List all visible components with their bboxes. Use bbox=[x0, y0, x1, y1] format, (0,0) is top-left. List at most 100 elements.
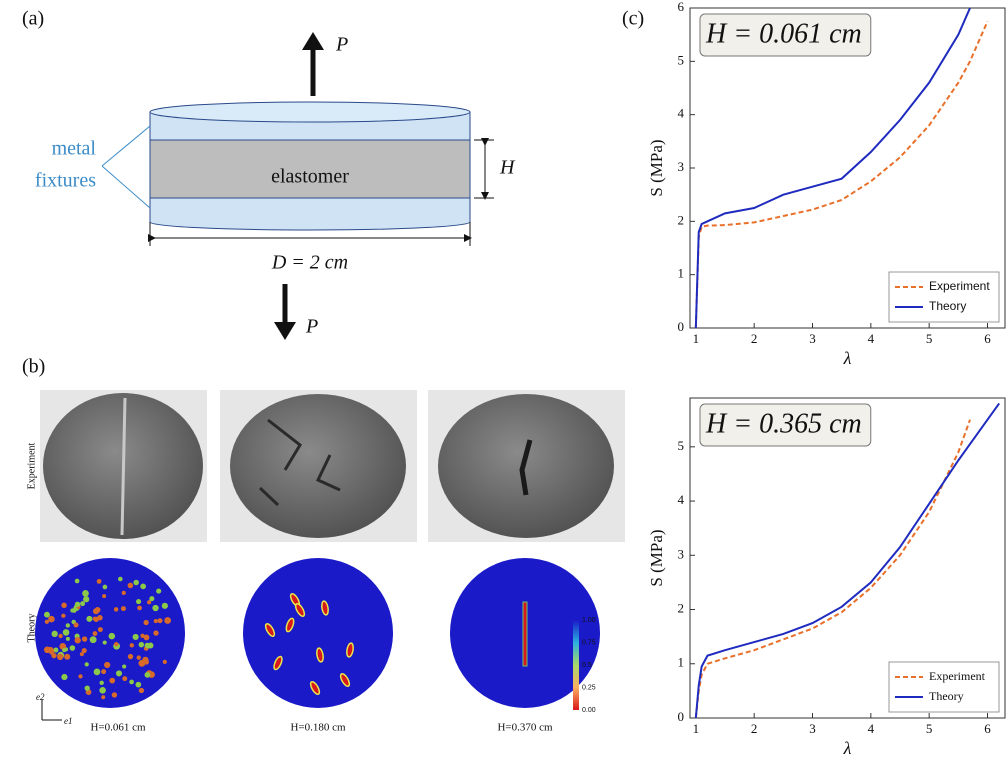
defect bbox=[129, 679, 134, 685]
defect bbox=[61, 613, 66, 618]
y-axis-label: S (MPa) bbox=[647, 139, 666, 196]
defect bbox=[83, 596, 90, 603]
defect bbox=[102, 594, 107, 599]
defect bbox=[51, 630, 58, 638]
defect bbox=[144, 672, 151, 678]
defect bbox=[162, 659, 167, 664]
series-line bbox=[694, 8, 971, 328]
defect bbox=[65, 636, 70, 641]
defect bbox=[115, 670, 123, 677]
colorbar-tick-label: 0.00 bbox=[582, 707, 596, 714]
defect bbox=[147, 600, 152, 605]
defect bbox=[93, 668, 101, 676]
defect bbox=[62, 648, 67, 653]
annotation-box bbox=[699, 403, 872, 447]
defect bbox=[102, 584, 108, 590]
panel-label: (a) bbox=[22, 8, 44, 30]
panel-label: (c) bbox=[622, 8, 644, 30]
defect bbox=[59, 642, 67, 650]
y-tick-label: 2 bbox=[678, 212, 685, 227]
caption: H=0.061 cm bbox=[90, 722, 146, 734]
series-line bbox=[694, 402, 1000, 718]
y-tick-label: 5 bbox=[678, 52, 685, 67]
x-tick-label: 3 bbox=[809, 331, 816, 346]
y-tick-label: 3 bbox=[678, 159, 685, 174]
y-axis-label: S (MPa) bbox=[647, 529, 666, 586]
defect bbox=[161, 602, 168, 609]
elastomer bbox=[149, 139, 471, 199]
caption: H=0.370 cm bbox=[497, 722, 553, 734]
x-tick-label: 2 bbox=[751, 721, 758, 736]
defect bbox=[144, 642, 150, 648]
defect bbox=[122, 676, 128, 682]
defect bbox=[136, 655, 141, 660]
defect bbox=[81, 647, 87, 654]
caption: H=0.180 cm bbox=[290, 722, 346, 734]
defect bbox=[57, 653, 64, 661]
y-tick-label: 0 bbox=[678, 319, 685, 334]
defect bbox=[101, 695, 106, 700]
y-tick-label: 1 bbox=[678, 266, 685, 281]
defect bbox=[149, 596, 155, 602]
defect bbox=[92, 608, 99, 615]
defect bbox=[101, 669, 107, 675]
arrow-head bbox=[302, 32, 324, 50]
defect bbox=[339, 673, 351, 687]
defect bbox=[321, 600, 329, 616]
defect bbox=[96, 578, 102, 584]
legend-box bbox=[888, 661, 1000, 713]
defect bbox=[138, 687, 145, 694]
defect bbox=[82, 589, 89, 597]
y-tick-label: 4 bbox=[678, 492, 685, 507]
defect bbox=[140, 633, 145, 638]
defect bbox=[81, 636, 88, 642]
y-tick-label: 3 bbox=[678, 546, 685, 561]
defect bbox=[138, 641, 145, 648]
defect bbox=[133, 579, 139, 586]
defect bbox=[102, 640, 107, 645]
defect bbox=[113, 607, 119, 612]
plot-frame bbox=[689, 397, 1006, 719]
defect bbox=[109, 677, 116, 684]
defect bbox=[285, 617, 295, 633]
defect bbox=[294, 603, 306, 617]
defect bbox=[97, 627, 103, 633]
defect bbox=[118, 576, 123, 582]
x-tick-label: 4 bbox=[868, 331, 875, 346]
defect bbox=[61, 602, 67, 609]
material-label: elastomer bbox=[271, 166, 349, 188]
defect bbox=[346, 642, 354, 658]
defect bbox=[89, 636, 97, 644]
colorbar-tick-label: 0.5 bbox=[582, 662, 592, 669]
defect bbox=[43, 646, 51, 654]
defect bbox=[137, 605, 142, 611]
y-tick-label: 2 bbox=[678, 601, 685, 616]
pointer bbox=[101, 125, 151, 209]
defect bbox=[120, 606, 126, 612]
panel-label: (b) bbox=[22, 356, 45, 378]
force-label: P bbox=[305, 316, 318, 338]
axes-triad bbox=[41, 700, 62, 721]
defect bbox=[164, 617, 172, 624]
row-label: Theory bbox=[26, 614, 37, 643]
force-label: P bbox=[335, 34, 348, 56]
x-tick-label: 5 bbox=[926, 331, 933, 346]
x-tick-label: 6 bbox=[984, 331, 991, 346]
y-tick-label: 5 bbox=[678, 438, 685, 453]
defect bbox=[99, 680, 104, 686]
defect bbox=[58, 633, 63, 639]
y-tick-label: 6 bbox=[678, 0, 685, 14]
annotation: H = 0.365 cm bbox=[705, 408, 862, 439]
defect bbox=[61, 673, 68, 681]
x-tick-label: 5 bbox=[926, 721, 933, 736]
defect bbox=[99, 687, 106, 694]
annotation-box bbox=[699, 13, 872, 57]
legend-label: Theory bbox=[929, 689, 964, 703]
defect bbox=[49, 649, 55, 655]
defect bbox=[129, 643, 135, 648]
defect bbox=[135, 598, 142, 605]
defect bbox=[142, 656, 149, 663]
height-label: H bbox=[499, 157, 516, 179]
defect bbox=[309, 681, 321, 695]
